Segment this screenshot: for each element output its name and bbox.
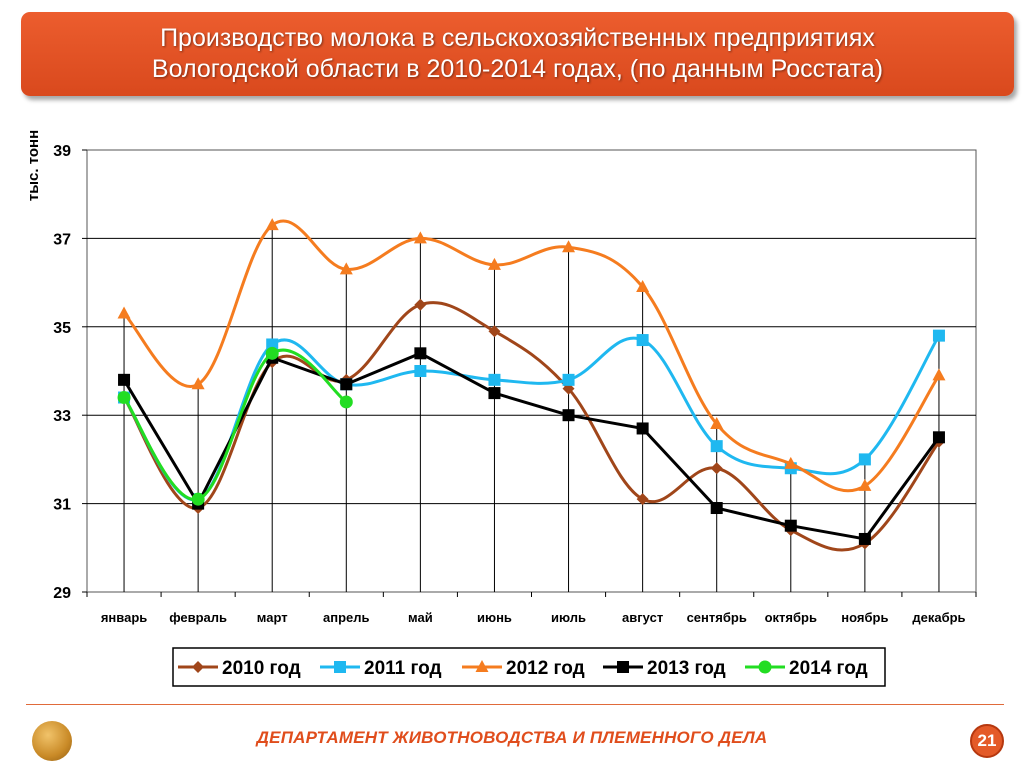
- legend-label: 2014 год: [789, 658, 868, 679]
- data-point: [710, 440, 723, 453]
- y-tick-label: 29: [53, 585, 71, 602]
- data-point: [265, 346, 279, 360]
- data-point: [932, 368, 946, 381]
- legend-entry: 2011 год: [320, 658, 442, 679]
- x-tick-label: сентябрь: [687, 610, 747, 625]
- legend-entry: 2014 год: [745, 658, 868, 679]
- footer-divider: [26, 704, 1004, 705]
- y-tick-label: 33: [53, 408, 71, 425]
- legend-marker: [758, 660, 772, 674]
- department-name: ДЕПАРТАМЕНТ ЖИВОТНОВОДСТВА И ПЛЕМЕННОГО …: [256, 728, 768, 747]
- data-point: [858, 478, 872, 491]
- data-point: [414, 298, 427, 311]
- series-3: [117, 218, 946, 493]
- y-tick-label: 35: [53, 320, 71, 337]
- data-point: [710, 462, 723, 475]
- data-point: [117, 391, 131, 405]
- legend-entry: 2010 год: [178, 658, 301, 679]
- plot-area: [86, 149, 977, 593]
- y-tick-label: 37: [53, 231, 71, 248]
- data-point: [191, 377, 205, 390]
- series-line: [122, 219, 941, 493]
- page-title-line-2: Вологодской области в 2010-2014 годах, (…: [151, 55, 884, 83]
- data-point: [562, 240, 576, 253]
- data-point: [265, 218, 279, 231]
- data-point: [339, 262, 353, 275]
- data-point: [932, 329, 945, 342]
- data-point: [858, 532, 871, 545]
- data-point: [117, 306, 131, 319]
- milk-production-chart: 29 31 33 35 37 39 январь февраль март апрель май ию…: [25, 130, 977, 687]
- x-tick-label: декабрь: [912, 610, 965, 625]
- data-point: [488, 373, 501, 386]
- x-tick-label: июнь: [477, 610, 512, 625]
- x-tick-label: февраль: [169, 610, 227, 625]
- data-point: [340, 378, 353, 391]
- data-point: [118, 373, 131, 386]
- legend-entry: 2013 год: [603, 658, 726, 679]
- legend-marker: [617, 661, 629, 673]
- legend-box: [172, 647, 886, 687]
- x-tick-label: август: [622, 610, 663, 625]
- data-point: [413, 231, 427, 244]
- legend-label: 2010 год: [222, 658, 301, 679]
- data-point: [191, 492, 205, 506]
- x-tick-label: март: [257, 610, 288, 625]
- legend-marker: [192, 661, 204, 673]
- series-line: [122, 351, 941, 541]
- data-point: [636, 280, 650, 293]
- x-tick-label: июль: [551, 610, 586, 625]
- data-point: [636, 422, 649, 435]
- page-number-badge: 21: [970, 724, 1004, 758]
- data-point: [488, 325, 501, 338]
- series-4: [118, 347, 945, 545]
- legend-entry: 2012 год: [462, 658, 585, 679]
- data-point: [488, 387, 501, 400]
- series-line: [122, 348, 348, 501]
- data-point: [414, 365, 427, 377]
- x-tick-label: май: [408, 610, 433, 625]
- x-tick-label: октябрь: [765, 610, 817, 625]
- data-point: [710, 502, 723, 515]
- legend-label: 2011 год: [364, 658, 442, 679]
- y-tick-label: 31: [53, 497, 71, 514]
- y-axis-label: тыс. тонн: [25, 130, 42, 201]
- data-point: [562, 373, 575, 386]
- data-point: [636, 334, 649, 347]
- series-line: [122, 301, 941, 552]
- legend-marker: [334, 661, 346, 673]
- data-point: [932, 431, 945, 444]
- title-banner: Производство молока в сельскохозяйственн…: [21, 12, 1014, 96]
- data-point: [636, 493, 649, 506]
- data-point: [710, 417, 724, 430]
- legend-label: 2012 год: [506, 658, 585, 679]
- series-5: [117, 346, 353, 506]
- data-point: [562, 409, 575, 422]
- series-line: [122, 334, 941, 502]
- data-point: [266, 338, 279, 351]
- x-tick-label: январь: [101, 610, 147, 625]
- data-point: [784, 456, 798, 469]
- legend-label: 2013 год: [647, 658, 726, 679]
- data-point: [339, 395, 353, 409]
- data-point: [487, 257, 501, 270]
- data-point: [414, 347, 427, 360]
- x-tick-label: апрель: [323, 610, 370, 625]
- data-point: [784, 519, 797, 532]
- page-title-line-1: Производство молока в сельскохозяйственн…: [160, 24, 875, 52]
- y-tick-label: 39: [53, 143, 71, 160]
- x-tick-label: ноябрь: [841, 610, 888, 625]
- legend-marker: [475, 660, 489, 672]
- wheat-emblem-icon: [32, 721, 72, 761]
- data-point: [858, 453, 871, 466]
